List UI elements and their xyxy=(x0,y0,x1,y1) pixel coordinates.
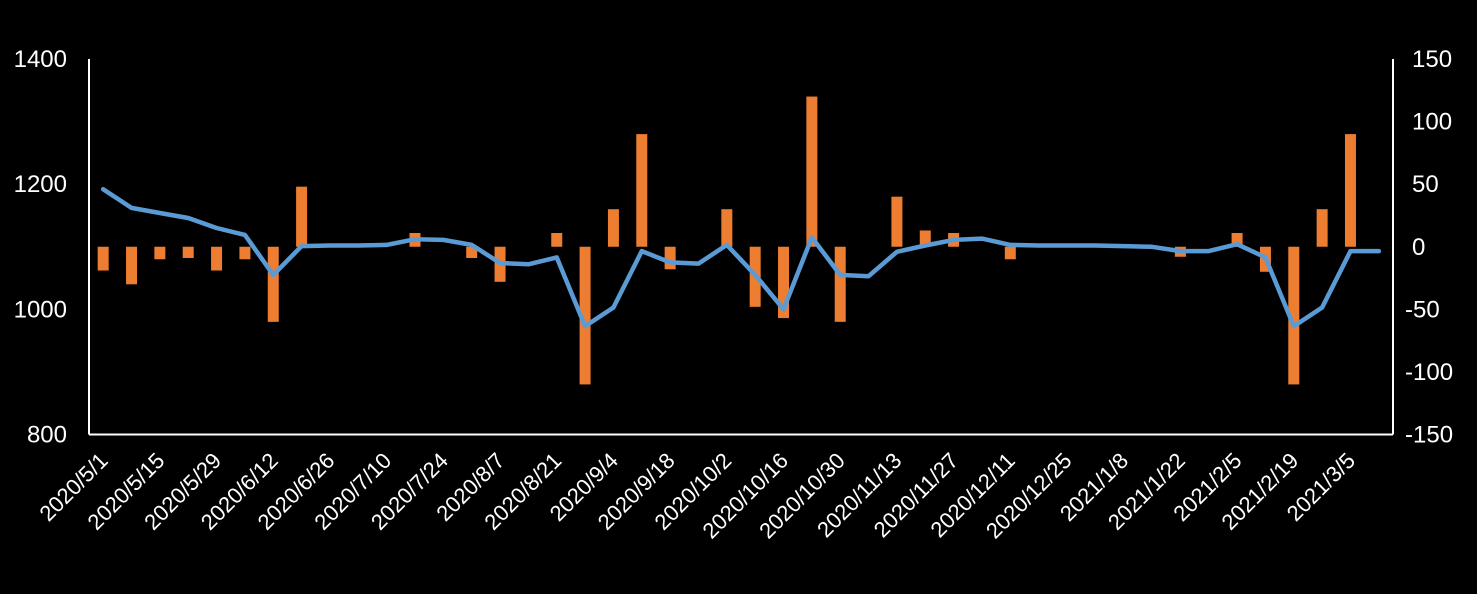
bar xyxy=(834,246,846,322)
x-axis-date-labels: 2020/5/12020/5/152020/5/292020/6/122020/… xyxy=(34,448,1360,544)
bar xyxy=(1004,246,1016,260)
bar xyxy=(806,96,818,247)
bar xyxy=(551,232,563,247)
right-axis-tick-label: -100 xyxy=(1405,359,1453,386)
bar xyxy=(579,246,591,385)
bar xyxy=(211,246,223,271)
bar xyxy=(239,246,251,260)
bar xyxy=(664,246,676,270)
bar xyxy=(1316,209,1328,247)
left-axis-tick-label: 1400 xyxy=(14,46,67,73)
bar xyxy=(919,230,931,247)
line-series xyxy=(100,186,1382,329)
bar-series-group xyxy=(97,96,1356,385)
bar xyxy=(97,246,109,271)
left-axis-labels: 1400 1200 1000 800 xyxy=(14,46,67,449)
bar xyxy=(267,246,279,322)
right-axis-tick-label: 50 xyxy=(1412,171,1439,198)
axis-lines xyxy=(88,59,1394,436)
right-axis-tick-label: -150 xyxy=(1405,422,1453,449)
bar xyxy=(1231,232,1243,247)
bar xyxy=(721,209,733,247)
left-axis-tick-label: 1200 xyxy=(14,171,67,198)
bar xyxy=(1344,134,1356,247)
right-axis-tick-label: 0 xyxy=(1412,234,1425,261)
bar xyxy=(607,209,619,247)
bar xyxy=(778,246,790,319)
line-series-group xyxy=(100,186,1382,329)
right-axis-tick-label: -50 xyxy=(1405,296,1440,323)
bar xyxy=(636,134,648,247)
bar xyxy=(1288,246,1300,385)
bar xyxy=(126,246,138,285)
right-axis-labels: 150 100 50 0 -50 -100 -150 xyxy=(1405,46,1453,449)
bar xyxy=(296,186,308,247)
bar xyxy=(154,246,166,260)
right-axis-tick-label: 100 xyxy=(1412,109,1452,136)
right-axis-tick-label: 150 xyxy=(1412,46,1452,73)
bar xyxy=(891,196,903,247)
bar xyxy=(466,246,478,259)
left-axis-tick-label: 1000 xyxy=(14,296,67,323)
bar xyxy=(182,246,194,259)
left-axis-tick-label: 800 xyxy=(27,422,67,449)
